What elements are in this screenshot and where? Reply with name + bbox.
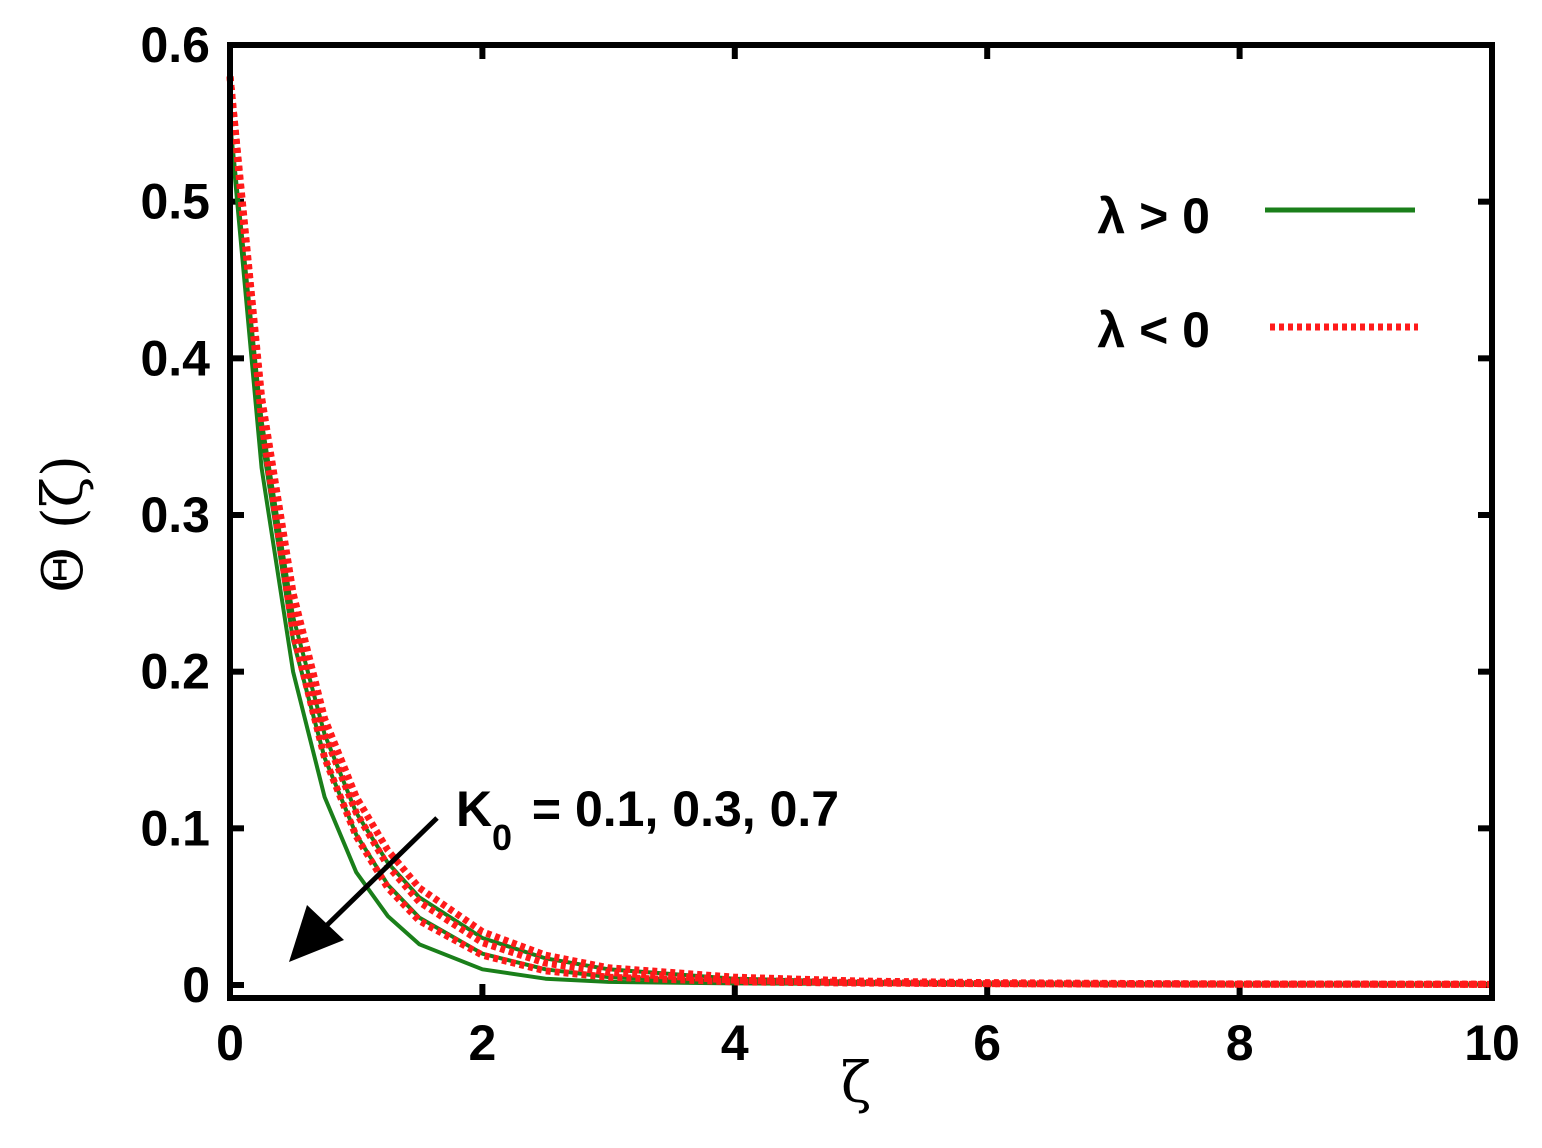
k0-annotation: K 0 = 0.1, 0.3, 0.7 [289,781,839,962]
annotation-arrow-shaft [320,816,439,932]
y-tick-label: 0 [182,957,210,1013]
plot-frame [227,42,1495,1001]
y-tick-labels: 0 0.1 0.2 0.3 0.4 0.5 0.6 [140,17,210,1013]
y-axis-label: Θ (ζ) [31,455,96,593]
y-tick-label: 0.1 [140,800,210,856]
legend-label-negative: λ < 0 [1097,302,1210,358]
x-tick-label: 0 [216,1015,244,1071]
annotation-k-subscript: 0 [492,817,512,858]
x-tick-label: 4 [721,1015,749,1071]
y-tick-label: 0.5 [140,174,210,230]
x-tick-label: 10 [1464,1015,1520,1071]
series-line-positive-lambda-2 [228,123,1493,987]
series-line-negative-lambda-1 [226,75,1493,988]
annotation-k-symbol: K [456,781,492,837]
legend-label-positive: λ > 0 [1097,188,1210,244]
y-tick-label: 0.4 [140,330,210,386]
x-tick-label: 8 [1226,1015,1254,1071]
series-line-positive-lambda-1 [228,123,1492,987]
series-line-negative-lambda-3 [226,75,1493,988]
y-tick-label: 0.2 [140,644,210,700]
y-tick-label: 0.6 [140,17,210,73]
y-tick-label: 0.3 [140,487,210,543]
series-line-positive-lambda-3 [228,123,1493,987]
annotation-values: = 0.1, 0.3, 0.7 [518,781,839,837]
series-line-negative-lambda-2 [226,75,1493,988]
x-tick-labels: 0 2 4 6 8 10 [216,1015,1520,1071]
series-lines [226,75,1493,988]
x-axis-label: ζ [841,1051,871,1116]
x-tick-label: 2 [468,1015,496,1071]
x-tick-label: 6 [973,1015,1001,1071]
annotation-arrow-head [289,905,344,962]
legend: λ > 0 λ < 0 [1097,188,1418,358]
axis-ticks [227,42,1495,998]
